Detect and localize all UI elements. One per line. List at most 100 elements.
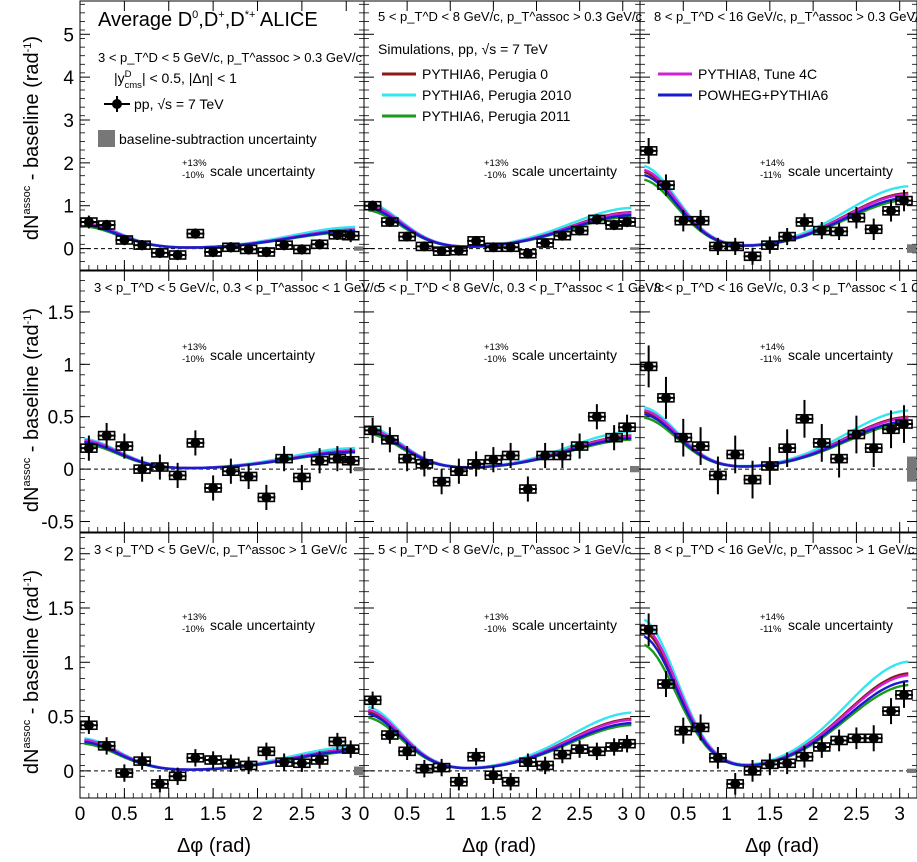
svg-text:+14%: +14% — [760, 342, 785, 353]
ytick-label-6-1: 0.5 — [48, 708, 74, 729]
data-point-4-0 — [363, 417, 382, 443]
xtick-label-8-6: 3 — [894, 804, 905, 825]
xtick-label-8-1: 0.5 — [670, 804, 696, 825]
panel-label-1: 5 < p_T^D < 8 GeV/c, p_T^assoc > 0.3 GeV… — [378, 9, 643, 24]
svg-text:+13%: +13% — [182, 158, 207, 169]
svg-text:scale uncertainty: scale uncertainty — [210, 347, 315, 363]
data-point-7-7 — [484, 766, 503, 784]
panel-6: 0 0.5 1 1.5 2 0 0.5 1 1.5 2 2.5 3 — [48, 532, 365, 825]
svg-text:scale uncertainty: scale uncertainty — [788, 163, 893, 179]
svg-text:3 < p_T^D < 5 GeV/c, p_T^assoc: 3 < p_T^D < 5 GeV/c, p_T^assoc > 1 GeV/c — [94, 542, 348, 557]
svg-text:scale uncertainty: scale uncertainty — [788, 617, 893, 633]
data-point-6-9 — [239, 756, 258, 775]
data-point-1-0 — [363, 200, 382, 211]
data-point-0-2 — [115, 234, 134, 246]
xtick-label-6-4: 2 — [252, 804, 263, 825]
data-point-5-4 — [708, 456, 727, 495]
data-point-5-3 — [691, 427, 710, 465]
svg-text:scale uncertainty: scale uncertainty — [788, 347, 893, 363]
data-point-8-9 — [795, 745, 814, 768]
model-curve-6-4 — [84, 740, 356, 771]
panel-label-5: 8 < p_T^D < 16 GeV/c, 0.3 < p_T^assoc < … — [654, 280, 917, 295]
scale-unc-6: +13%-10% scale uncertainty — [182, 612, 315, 635]
svg-text:-10%: -10% — [484, 170, 507, 181]
ytick-label-0-4: 4 — [63, 68, 74, 89]
data-point-3-9 — [239, 463, 258, 490]
data-point-2-0 — [639, 138, 658, 164]
baseline-unc-box-0 — [354, 246, 363, 251]
model-curve-1-4 — [368, 206, 632, 248]
baseline-unc-box-6 — [354, 766, 363, 776]
xtick-label-6-5: 2.5 — [289, 804, 315, 825]
panel-label-3: 3 < p_T^D < 5 GeV/c, 0.3 < p_T^assoc < 1… — [94, 280, 381, 295]
data-point-8-1 — [656, 670, 675, 698]
data-point-4-14 — [605, 425, 624, 451]
data-point-0-0 — [79, 215, 98, 229]
scale-unc-2: +14%-11% scale uncertainty — [760, 158, 893, 181]
panel-grid: 0 1 2 3 4 5 -0.5 0 0.5 1 1.5 0 0.5 1 1.5 2 0 0.5 1 1.5 2 2.5 3… — [41, 0, 917, 825]
data-point-2-14 — [882, 200, 901, 222]
data-point-3-6 — [186, 430, 205, 456]
data-point-6-15 — [341, 740, 360, 758]
panel-7: 0 0.5 1 1.5 2 2.5 3 — [359, 532, 641, 825]
data-point-1-5 — [449, 245, 468, 256]
data-point-6-3 — [133, 752, 152, 770]
data-point-7-2 — [398, 742, 417, 760]
xtick-label-6-6: 3 — [341, 804, 352, 825]
pp-data-legend: pp, √s = 7 TeV — [104, 96, 224, 112]
data-point-7-12 — [570, 740, 589, 758]
xtick-label-6-3: 1.5 — [200, 804, 226, 825]
panel-8: 0 0.5 1 1.5 2 2.5 3 — [635, 532, 917, 825]
data-point-1-14 — [605, 219, 624, 231]
data-point-4-10 — [536, 442, 555, 469]
data-point-7-3 — [415, 760, 434, 778]
baseline-unc-box-1 — [630, 247, 639, 250]
data-point-5-6 — [743, 460, 762, 499]
data-point-2-12 — [847, 207, 866, 229]
sqrt-icon: √ — [157, 96, 165, 112]
data-point-5-13 — [864, 429, 883, 468]
data-point-1-9 — [518, 248, 537, 259]
ytick-label-0-3: 3 — [63, 111, 74, 132]
data-point-0-7 — [204, 246, 223, 258]
data-point-4-12 — [570, 433, 589, 459]
x-axis-label-middle: Δφ (rad) — [462, 835, 536, 857]
data-point-2-4 — [708, 237, 727, 255]
y-axis-label-top: dNassoc - baseline (rad-1) — [21, 36, 43, 240]
baseline-unc-box-3 — [354, 467, 363, 472]
xtick-label-7-2: 1 — [445, 804, 456, 825]
data-point-6-13 — [310, 751, 329, 769]
svg-text:+14%: +14% — [760, 612, 785, 623]
ytick-label-6-4: 2 — [63, 545, 74, 566]
ytick-label-3-1: 0 — [63, 460, 74, 481]
simulation-legend: Simulations, pp, √s = 7 TeV PYTHIA6, Per… — [378, 41, 829, 124]
data-point-4-5 — [449, 458, 468, 484]
svg-text:3 < p_T^D < 5 GeV/c, p_T^assoc: 3 < p_T^D < 5 GeV/c, p_T^assoc > 0.3 GeV… — [98, 50, 363, 65]
data-point-8-11 — [830, 729, 849, 752]
svg-text:scale uncertainty: scale uncertainty — [512, 163, 617, 179]
panel-frame-5 — [639, 270, 917, 533]
data-point-3-0 — [79, 435, 98, 461]
data-point-3-13 — [310, 448, 329, 474]
svg-text:+13%: +13% — [484, 342, 509, 353]
ytick-label-0-1: 1 — [63, 197, 74, 218]
data-point-3-2 — [115, 433, 134, 459]
data-point-2-10 — [812, 222, 831, 240]
data-point-2-8 — [778, 228, 797, 246]
data-point-7-1 — [380, 726, 399, 744]
svg-text:dNassoc - baseline (rad-1): dNassoc - baseline (rad-1) — [21, 570, 43, 774]
data-point-4-15 — [618, 414, 637, 440]
data-point-6-1 — [97, 737, 116, 755]
data-point-5-0 — [639, 345, 658, 388]
data-point-4-3 — [415, 451, 434, 477]
legend-label-0: PYTHIA6, Perugia 0 — [422, 66, 548, 82]
data-point-5-8 — [778, 429, 797, 468]
xtick-label-8-0: 0 — [635, 804, 646, 825]
legend-entry-1: PYTHIA6, Perugia 2010 — [382, 87, 572, 103]
model-curve-3-4 — [84, 440, 356, 470]
legend-label-3: PYTHIA8, Tune 4C — [698, 66, 817, 82]
xtick-label-7-3: 1.5 — [480, 804, 506, 825]
data-point-2-13 — [864, 218, 883, 240]
svg-text:pp, √s = 7 TeV: pp, √s = 7 TeV — [134, 96, 224, 112]
